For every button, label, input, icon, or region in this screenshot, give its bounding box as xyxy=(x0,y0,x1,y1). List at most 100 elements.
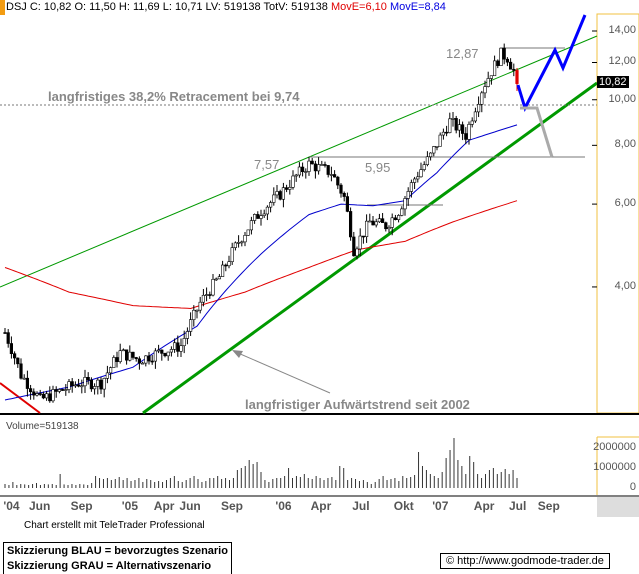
candle-body xyxy=(320,164,324,166)
candle-body xyxy=(457,124,462,131)
y-tick-label: 14,00 xyxy=(608,24,636,36)
x-tick-label: Apr xyxy=(153,499,175,513)
candle-body xyxy=(60,389,65,391)
x-tick-label: Sep xyxy=(70,499,93,513)
x-tick-label: Apr xyxy=(473,499,495,513)
candle-body xyxy=(259,215,263,219)
candle-body xyxy=(352,236,356,257)
candle-body xyxy=(201,294,206,303)
candle-body xyxy=(448,118,452,133)
candle-body xyxy=(294,174,298,177)
x-tick-label: '04 xyxy=(3,499,20,513)
candle-body xyxy=(137,358,142,364)
candle-body xyxy=(157,349,161,352)
candle-body xyxy=(400,208,404,216)
volume-tick-label: 1000000 xyxy=(593,461,636,473)
x-tick-label: Sep xyxy=(221,499,244,513)
candle-body xyxy=(339,184,343,194)
source-url[interactable]: © http://www.godmode-trader.de xyxy=(440,553,610,569)
candle-body xyxy=(275,191,279,196)
candle-body xyxy=(57,389,61,392)
candle-body xyxy=(419,169,423,178)
candle-body xyxy=(460,124,465,134)
candle-body xyxy=(32,391,36,396)
x-tick-label: Apr xyxy=(310,499,332,513)
trend-arrow-shaft xyxy=(237,352,331,394)
candle-body xyxy=(22,377,26,380)
candle-body xyxy=(451,118,455,120)
candle-body xyxy=(67,381,71,390)
candle-body xyxy=(416,176,420,180)
candle-body xyxy=(54,389,58,392)
candle-body xyxy=(304,171,308,173)
candle-body xyxy=(83,376,87,387)
candle-body xyxy=(272,194,276,203)
x-tick-label: '07 xyxy=(432,499,449,513)
grey-scenario-path xyxy=(520,106,554,158)
candle-body xyxy=(80,385,84,388)
candle-body xyxy=(3,332,7,334)
candle-body xyxy=(240,241,244,244)
candle-body xyxy=(396,215,401,220)
level-1287-label: 12,87 xyxy=(446,46,479,61)
ma-long-label: MovE=8,84 xyxy=(389,1,446,13)
candle-body xyxy=(422,164,426,170)
candle-body xyxy=(361,235,366,238)
candle-body xyxy=(425,156,430,165)
candle-body xyxy=(179,345,183,352)
candle-body xyxy=(265,206,270,215)
retracement-label: langfristiges 38,2% Retracement bei 9,74 xyxy=(48,89,300,104)
candle-body xyxy=(89,379,93,390)
candle-body xyxy=(368,220,372,223)
candle-body xyxy=(121,349,125,352)
candle-body xyxy=(195,309,199,312)
candle-body xyxy=(185,331,190,339)
candle-body xyxy=(278,191,282,200)
candle-body xyxy=(227,261,231,267)
candle-body xyxy=(281,187,286,200)
candle-body xyxy=(189,319,193,332)
candle-body xyxy=(473,111,478,122)
candle-body xyxy=(371,220,375,226)
candle-body xyxy=(483,86,487,94)
candle-body xyxy=(464,133,468,140)
candle-body xyxy=(435,146,439,148)
candle-body xyxy=(348,211,353,238)
candle-body xyxy=(73,384,77,387)
x-tick-label: '05 xyxy=(121,499,138,513)
candle-body xyxy=(38,393,42,395)
y-tick-label: 4,00 xyxy=(614,279,636,292)
x-tick-label: Jun xyxy=(179,499,201,513)
candle-body xyxy=(515,70,519,84)
candle-body xyxy=(246,229,250,236)
candle-body xyxy=(313,163,318,172)
candle-body xyxy=(486,78,490,87)
volume-tick-label: 0 xyxy=(629,481,636,493)
candle-body xyxy=(262,213,266,216)
candle-body xyxy=(403,198,407,210)
candle-body xyxy=(25,377,30,389)
candle-body xyxy=(438,134,442,147)
candle-body xyxy=(233,242,238,248)
candle-body xyxy=(70,381,74,387)
y-tick-label: 10,00 xyxy=(608,92,636,105)
instrument-color-marker xyxy=(0,0,5,15)
scroll-box xyxy=(597,497,639,517)
candle-body xyxy=(377,218,382,223)
x-tick-label: Sep xyxy=(537,499,560,513)
candle-body xyxy=(44,393,49,399)
volume-label: Volume=519138 xyxy=(6,421,79,432)
y-tick-label: 12,00 xyxy=(608,55,636,68)
candle-body xyxy=(230,247,234,262)
candle-body xyxy=(310,160,314,165)
candle-body xyxy=(48,393,52,402)
candle-body xyxy=(35,393,39,396)
candle-body xyxy=(176,342,180,352)
candle-body xyxy=(13,353,17,359)
x-tick-label: Jun xyxy=(29,499,51,513)
credit-text: Chart erstellt mit TeleTrader Profession… xyxy=(24,520,205,531)
candle-body xyxy=(249,220,254,231)
candle-body xyxy=(131,351,135,358)
candle-body xyxy=(432,146,436,154)
candle-body xyxy=(205,294,209,296)
